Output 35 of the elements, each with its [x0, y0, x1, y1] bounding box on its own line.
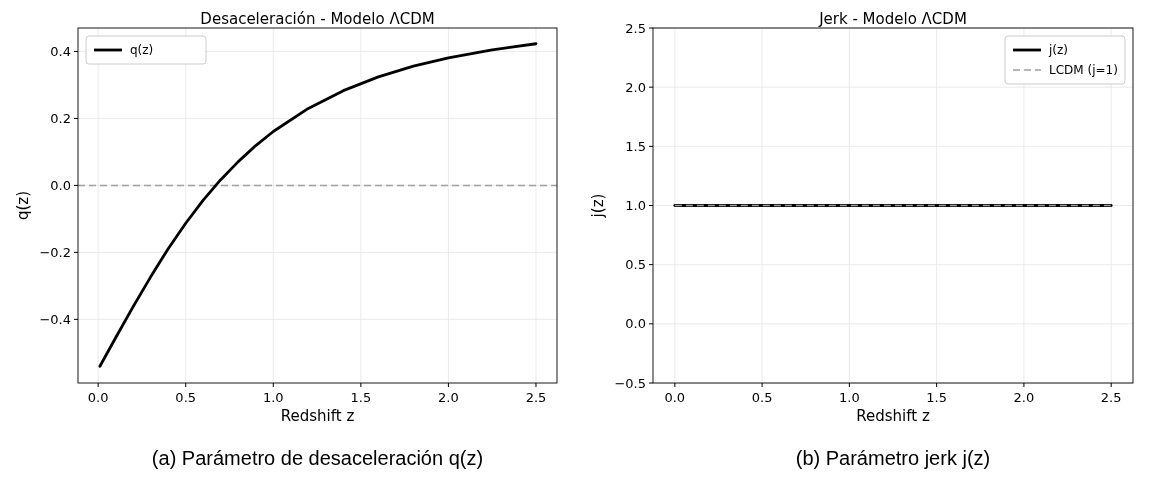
y-tick-label: 1.0	[625, 198, 646, 213]
x-tick-label: 1.0	[262, 390, 284, 405]
chart-title: Jerk - Modelo ΛCDM	[818, 10, 967, 28]
y-tick-label: −0.2	[39, 244, 71, 260]
x-tick-label: 2.0	[438, 390, 459, 405]
legend-label: j(z)	[1048, 43, 1068, 57]
y-tick-label: −0.4	[39, 311, 71, 327]
y-tick-label: 0.4	[50, 43, 71, 59]
x-tick-label: 0.5	[751, 390, 773, 405]
x-axis-title: Redshift z	[280, 407, 355, 425]
y-tick-label: 0.0	[50, 177, 71, 193]
legend-label: q(z)	[130, 43, 154, 57]
y-tick-label: 2.5	[625, 20, 646, 36]
x-tick-label: 2.5	[525, 390, 547, 405]
chart-title: Desaceleración - Modelo ΛCDM	[200, 10, 435, 28]
text: (b) Parámetro jerk j(z)	[795, 447, 991, 469]
text: (a) Parámetro de desaceleración q(z)	[151, 447, 484, 469]
y-tick-label: 0.2	[50, 110, 71, 126]
y-tick-label: 1.5	[625, 138, 646, 154]
x-tick-label: 0.0	[664, 390, 686, 405]
legend-label: LCDM (j=1)	[1049, 63, 1118, 77]
y-axis-title: q(z)	[14, 190, 32, 221]
x-tick-label: 1.5	[926, 390, 947, 405]
y-tick-label: 0.0	[625, 316, 646, 332]
x-tick-label: 2.0	[1013, 390, 1035, 405]
x-tick-label: 0.5	[175, 390, 197, 405]
y-tick-label: 2.0	[625, 79, 646, 95]
x-tick-label: 1.0	[839, 390, 860, 405]
y-axis-title: j(z)	[589, 193, 607, 219]
x-axis-title: Redshift z	[856, 407, 930, 425]
x-tick-label: 1.5	[350, 390, 372, 405]
x-tick-label: 0.0	[87, 390, 109, 405]
y-tick-label: 0.5	[625, 257, 646, 273]
y-tick-label: −0.5	[614, 375, 646, 391]
x-tick-label: 2.5	[1100, 390, 1122, 405]
